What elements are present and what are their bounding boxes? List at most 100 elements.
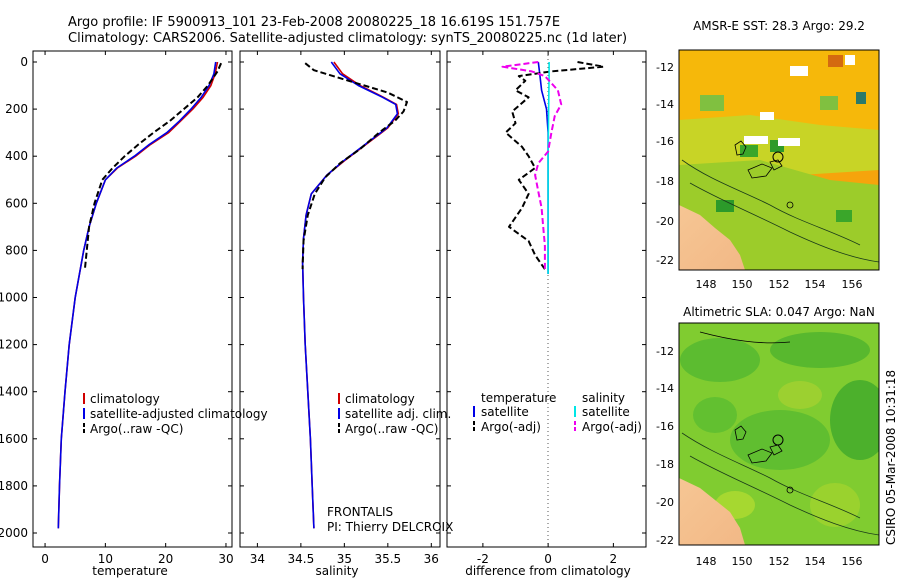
header-line-2: Climatology: CARS2006. Satellite-adjuste… (68, 31, 627, 46)
header-line-1: Argo profile: IF 5900913_101 23-Feb-2008… (68, 15, 560, 30)
depth-tick-label: 1000 (0, 291, 28, 305)
sla-xtick: 154 (805, 555, 826, 568)
sst-missing-data (744, 136, 768, 144)
sst-ytick: -18 (656, 175, 674, 188)
sla-map (679, 323, 879, 545)
sla-blob (693, 397, 737, 433)
legend-label-climatology: climatology (90, 392, 160, 406)
sla-land (679, 478, 745, 545)
sla-ytick: -18 (656, 458, 674, 471)
sst-xtick: 150 (732, 278, 753, 291)
salinity-series-argo-raw-qc (301, 62, 408, 270)
credit-timestamp: CSIRO 05-Mar-2008 10:31:18 (884, 370, 898, 545)
sst-map-yticks: -12 -14 -16 -18 -20 -22 (656, 61, 674, 267)
depth-tick-label: 800 (5, 243, 28, 257)
salinity-xtick-label: 35.5 (374, 552, 401, 566)
sla-reef-outlines (734, 425, 783, 464)
legend-label-sal-argo: Argo(-adj) (582, 420, 642, 434)
temperature-xtick-label: 10 (98, 552, 113, 566)
sst-map (679, 50, 879, 270)
temperature-xlabel: temperature (92, 564, 167, 578)
sla-blob (830, 380, 879, 460)
depth-tick-label: 600 (5, 196, 28, 210)
depth-tick-label: 2000 (0, 526, 28, 540)
salinity-legend: climatology satellite adj. clim. Argo(..… (338, 392, 451, 436)
sst-hot-patch (828, 55, 843, 67)
salinity-series-satellite-adj-clim (301, 61, 399, 529)
temperature-xtick-label: 0 (41, 552, 49, 566)
sst-patch (716, 200, 734, 212)
sla-xtick: 152 (769, 555, 790, 568)
sla-xtick: 156 (842, 555, 863, 568)
sst-ytick: -20 (656, 215, 674, 228)
depth-tick-label: 400 (5, 149, 28, 163)
depth-tick-label: 200 (5, 102, 28, 116)
sla-blob (680, 338, 760, 382)
series-layer (57, 61, 605, 529)
salinity-xtick-label: 36 (424, 552, 439, 566)
temperature-series-argo-raw-qc (83, 62, 223, 270)
difference-legend: temperature salinity satellite satellite… (473, 391, 642, 434)
sst-argo-position-marker (772, 151, 784, 163)
sst-isobath (689, 182, 879, 263)
difference-xtick-label: 2 (610, 552, 618, 566)
sla-xtick: 150 (732, 555, 753, 568)
difference-xlabel: difference from climatology (465, 564, 631, 578)
legend-header-temperature: temperature (481, 391, 556, 405)
sla-ytick: -16 (656, 420, 674, 433)
difference-xtick-label: -2 (477, 552, 489, 566)
sla-ytick: -20 (656, 496, 674, 509)
temperature-series-satellite-adjusted-climatology (57, 61, 217, 529)
sst-isobath (681, 159, 861, 246)
sla-map-yticks: -12 -14 -16 -18 -20 -22 (656, 345, 674, 547)
difference-series-argo-adj (504, 61, 605, 270)
salinity-xtick-label: 34 (250, 552, 265, 566)
sst-xtick: 156 (842, 278, 863, 291)
sla-blob (810, 483, 860, 527)
difference-axes (446, 50, 647, 548)
sst-ytick: -22 (656, 254, 674, 267)
sst-ytick: -14 (656, 98, 674, 111)
sst-missing-data (845, 55, 855, 65)
salinity-axes (239, 50, 441, 548)
sla-xtick: 148 (696, 555, 717, 568)
temperature-axes (32, 50, 233, 548)
sla-map-xticks: 148 150 152 154 156 (696, 555, 863, 568)
sst-patch (856, 92, 866, 104)
sst-map-frame (678, 49, 880, 271)
sst-map-xticks: 148 150 152 154 156 (696, 278, 863, 291)
depth-tick-label: 0 (20, 55, 28, 69)
temperature-legend: climatology satellite-adjusted climatolo… (83, 392, 268, 436)
sla-blob (770, 332, 870, 368)
salinity-xtick-label: 35 (337, 552, 352, 566)
sla-argo-position-marker (772, 434, 784, 446)
sst-missing-data (790, 66, 808, 76)
sla-map-title: Altimetric SLA: 0.047 Argo: NaN (683, 305, 875, 319)
legend-label-argo: Argo(..raw -QC) (345, 422, 438, 436)
sst-patch (820, 96, 838, 110)
sla-isobath (681, 432, 861, 519)
sla-reef-outline (786, 486, 794, 494)
temperature-xtick-label: 20 (158, 552, 173, 566)
salinity-xlabel: salinity (315, 564, 358, 578)
sla-ytick: -12 (656, 345, 674, 358)
sla-isobath (689, 455, 879, 536)
sst-reef-outline (786, 201, 794, 209)
sst-map-title: AMSR-E SST: 28.3 Argo: 29.2 (693, 19, 865, 33)
temperature-xtick-label: 30 (218, 552, 233, 566)
difference-series-argo-adj (501, 61, 563, 270)
sla-blob (730, 410, 830, 470)
depth-tick-label: 1800 (0, 479, 28, 493)
salinity-xtick-label: 34.5 (288, 552, 315, 566)
depth-tick-label: 1200 (0, 338, 28, 352)
sst-xtick: 148 (696, 278, 717, 291)
legend-label-climatology: climatology (345, 392, 415, 406)
sst-patch (700, 95, 724, 111)
sla-ytick: -14 (656, 382, 674, 395)
legend-header-salinity: salinity (582, 391, 625, 405)
sst-missing-data (778, 138, 800, 146)
legend-label-argo: Argo(..raw -QC) (90, 422, 183, 436)
depth-tick-label: 1600 (0, 432, 28, 446)
